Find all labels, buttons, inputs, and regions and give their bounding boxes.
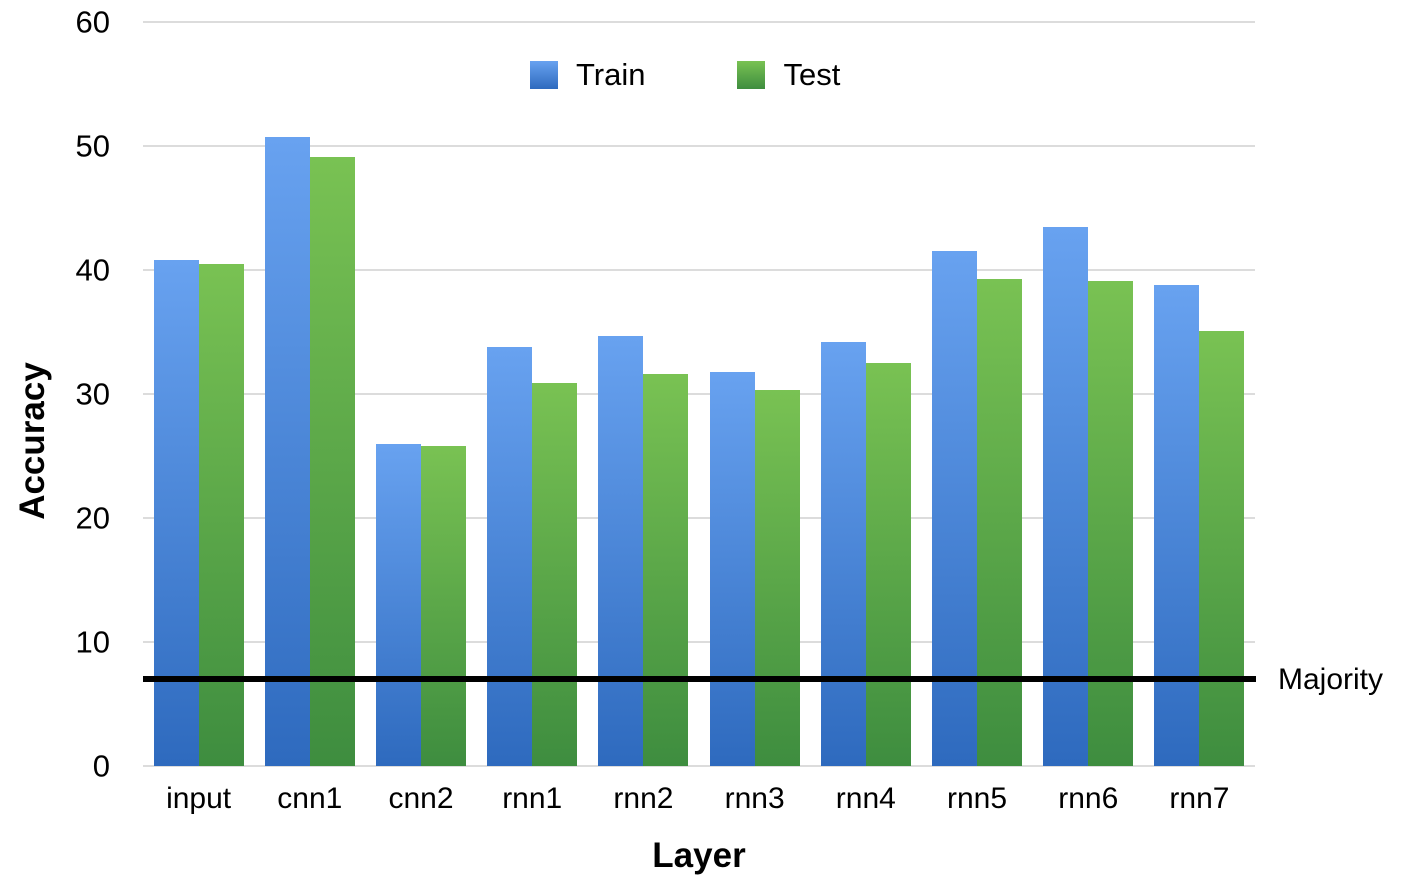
y-tick-label-20: 20	[75, 500, 110, 536]
bar-train-rnn3	[709, 371, 755, 766]
y-axis-tick-labels: 0 10 20 30 40 50 60	[0, 7, 110, 782]
bar-test-rnn4	[865, 363, 911, 766]
legend-label-train: Train	[576, 57, 646, 92]
bar-group-rnn6	[1033, 22, 1144, 766]
bar-group-rnn2	[588, 22, 699, 766]
bar-train-cnn2	[376, 443, 421, 766]
bar-test-rnn2	[643, 374, 689, 766]
gridline-50	[143, 145, 1255, 147]
x-tick-label-cnn2: cnn2	[388, 782, 454, 815]
majority-reference-line	[143, 676, 1256, 683]
bar-train-input	[153, 260, 199, 766]
x-tick-label-input: input	[166, 782, 232, 815]
bar-test-input	[198, 263, 244, 766]
bar-group-input	[143, 22, 254, 766]
legend: Train Test	[530, 57, 840, 93]
x-axis-tick-labels: input cnn1 cnn2 rnn1 rnn2 rnn3 rnn4 rnn5 rnn6 rnn…	[143, 782, 1255, 816]
gridline-0	[143, 765, 1255, 767]
x-tick-label-rnn6: rnn6	[1058, 782, 1119, 815]
bar-test-cnn2	[421, 446, 466, 766]
x-axis-title: Layer	[652, 836, 746, 875]
gridline-10	[143, 641, 1255, 643]
y-tick-label-60: 60	[75, 4, 110, 40]
y-tick-label-10: 10	[75, 624, 110, 660]
legend-item-test: Test	[737, 57, 840, 93]
bar-test-rnn7	[1199, 330, 1245, 766]
bar-train-rnn4	[820, 341, 866, 766]
gridline-30	[143, 393, 1255, 395]
bar-train-rnn7	[1154, 284, 1200, 766]
bar-group-rnn3	[699, 22, 810, 766]
bar-groups	[143, 22, 1255, 766]
x-tick-label-rnn5: rnn5	[947, 782, 1008, 815]
bar-train-rnn2	[598, 335, 644, 766]
gridline-40	[143, 269, 1255, 271]
x-tick-label-cnn1: cnn1	[277, 782, 343, 815]
bar-group-rnn1	[477, 22, 588, 766]
bar-train-rnn5	[932, 251, 978, 766]
x-tick-label-rnn3: rnn3	[724, 782, 785, 815]
x-tick-label-rnn2: rnn2	[613, 782, 674, 815]
bar-test-rnn1	[532, 382, 578, 766]
x-tick-label-rnn4: rnn4	[835, 782, 896, 815]
bar-train-cnn1	[264, 137, 310, 766]
bar-group-rnn4	[810, 22, 921, 766]
y-tick-label-50: 50	[75, 128, 110, 164]
plot-area	[143, 21, 1256, 767]
test-swatch-icon	[737, 61, 766, 89]
legend-label-test: Test	[783, 57, 841, 92]
reference-line-label: Majority	[1278, 663, 1384, 696]
train-swatch-icon	[530, 61, 558, 89]
x-tick-label-rnn7: rnn7	[1169, 782, 1230, 815]
bar-group-rnn5	[921, 22, 1032, 766]
bar-group-cnn1	[254, 22, 365, 766]
legend-item-train: Train	[530, 57, 645, 93]
bar-test-rnn5	[977, 278, 1023, 766]
bar-test-rnn3	[754, 390, 800, 766]
bar-train-rnn6	[1043, 226, 1089, 766]
bar-group-rnn7	[1144, 22, 1255, 766]
y-tick-label-30: 30	[75, 376, 110, 412]
gridline-60	[143, 21, 1255, 23]
bar-group-cnn2	[365, 22, 476, 766]
bar-train-rnn1	[487, 346, 533, 766]
y-tick-label-0: 0	[92, 748, 110, 784]
bar-test-rnn6	[1088, 281, 1134, 766]
x-tick-label-rnn1: rnn1	[502, 782, 563, 815]
bar-test-cnn1	[309, 157, 355, 766]
gridline-20	[143, 517, 1255, 519]
y-tick-label-40: 40	[75, 252, 110, 288]
